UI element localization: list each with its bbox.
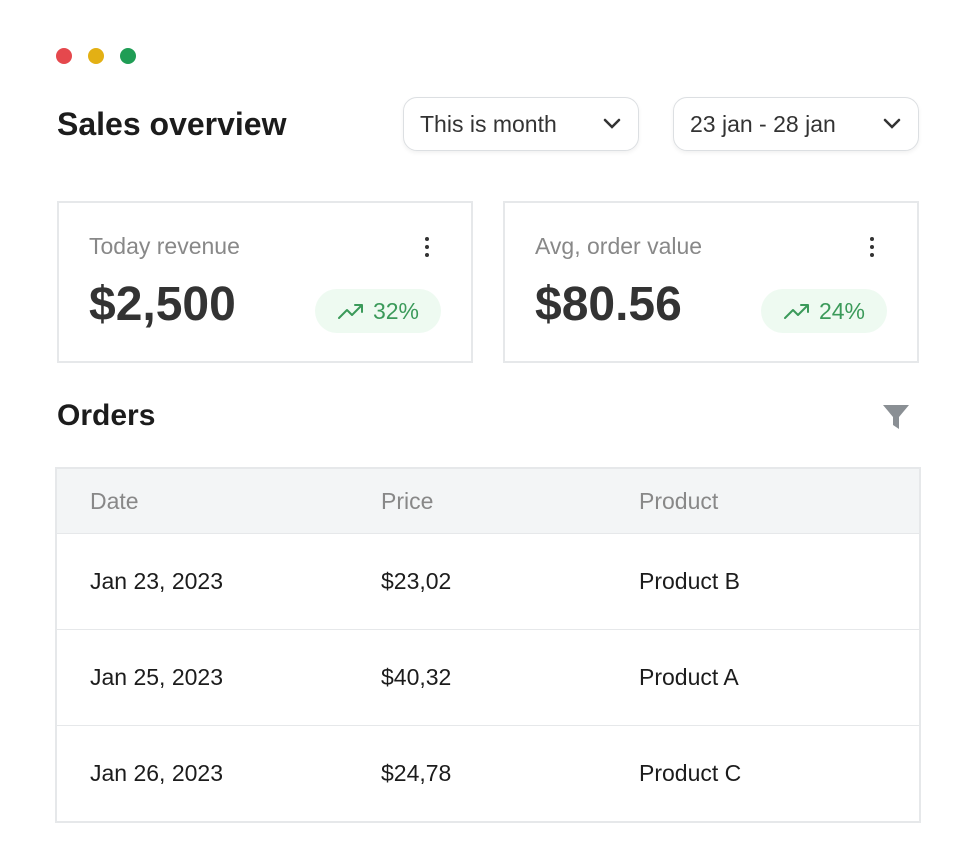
revenue-card: Today revenue $2,500 32% — [57, 201, 473, 363]
card-label: Today revenue — [89, 233, 240, 259]
table-cell: Jan 26, 2023 — [56, 725, 381, 822]
table-row: Jan 23, 2023 $23,02 Product B — [56, 533, 920, 630]
table-cell: Product A — [639, 629, 920, 726]
order-value-card: Avg, order value $80.56 24% — [503, 201, 919, 363]
dropdown-label: 23 jan - 28 jan — [690, 110, 836, 137]
table-cell: Product C — [639, 725, 920, 822]
change-value: 24% — [818, 297, 866, 324]
table-cell: $23,02 — [381, 533, 639, 630]
table-row: Jan 26, 2023 $24,78 Product C — [56, 725, 920, 822]
column-header: Price — [381, 468, 639, 534]
table-body: Jan 23, 2023 $23,02 Product B Jan 25, 2023 $… — [56, 533, 920, 822]
column-header: Product — [639, 468, 920, 534]
table-cell: Jan 23, 2023 — [56, 533, 381, 630]
date-dropdown[interactable]: 23 jan - 28 jan — [673, 97, 919, 151]
card-menu[interactable] — [425, 237, 431, 261]
section-title: Orders — [57, 399, 156, 432]
change-badge: 32% — [315, 289, 441, 333]
column-header: Date — [56, 468, 381, 534]
window-close[interactable] — [56, 48, 72, 64]
orders-table: Date Price Product Jan 23, 2023 $23,02 Pro… — [55, 467, 921, 823]
change-badge: 24% — [761, 289, 887, 333]
table-cell: $40,32 — [381, 629, 639, 726]
window-minimize[interactable] — [88, 48, 104, 64]
chevron — [603, 118, 621, 129]
window-maximize[interactable] — [120, 48, 136, 64]
table-cell: Jan 25, 2023 — [56, 629, 381, 726]
change-value: 32% — [372, 297, 420, 324]
card-label: Avg, order value — [535, 233, 703, 259]
header-row: Date Price Product — [56, 468, 920, 534]
chevron — [883, 118, 901, 129]
filter-icon[interactable] — [882, 403, 910, 431]
table-row: Jan 25, 2023 $40,32 Product A — [56, 629, 920, 726]
card-value: $2,500 — [89, 278, 236, 331]
card-value: $80.56 — [535, 278, 682, 331]
period-dropdown[interactable]: This is month — [403, 97, 639, 151]
table-cell: $24,78 — [381, 725, 639, 822]
trend-icon — [337, 304, 363, 319]
dropdown-label: This is month — [420, 110, 557, 137]
page-title: Sales overview — [57, 106, 287, 142]
card-menu[interactable] — [870, 237, 876, 261]
trend-icon — [783, 304, 809, 319]
table-cell: Product B — [639, 533, 920, 630]
